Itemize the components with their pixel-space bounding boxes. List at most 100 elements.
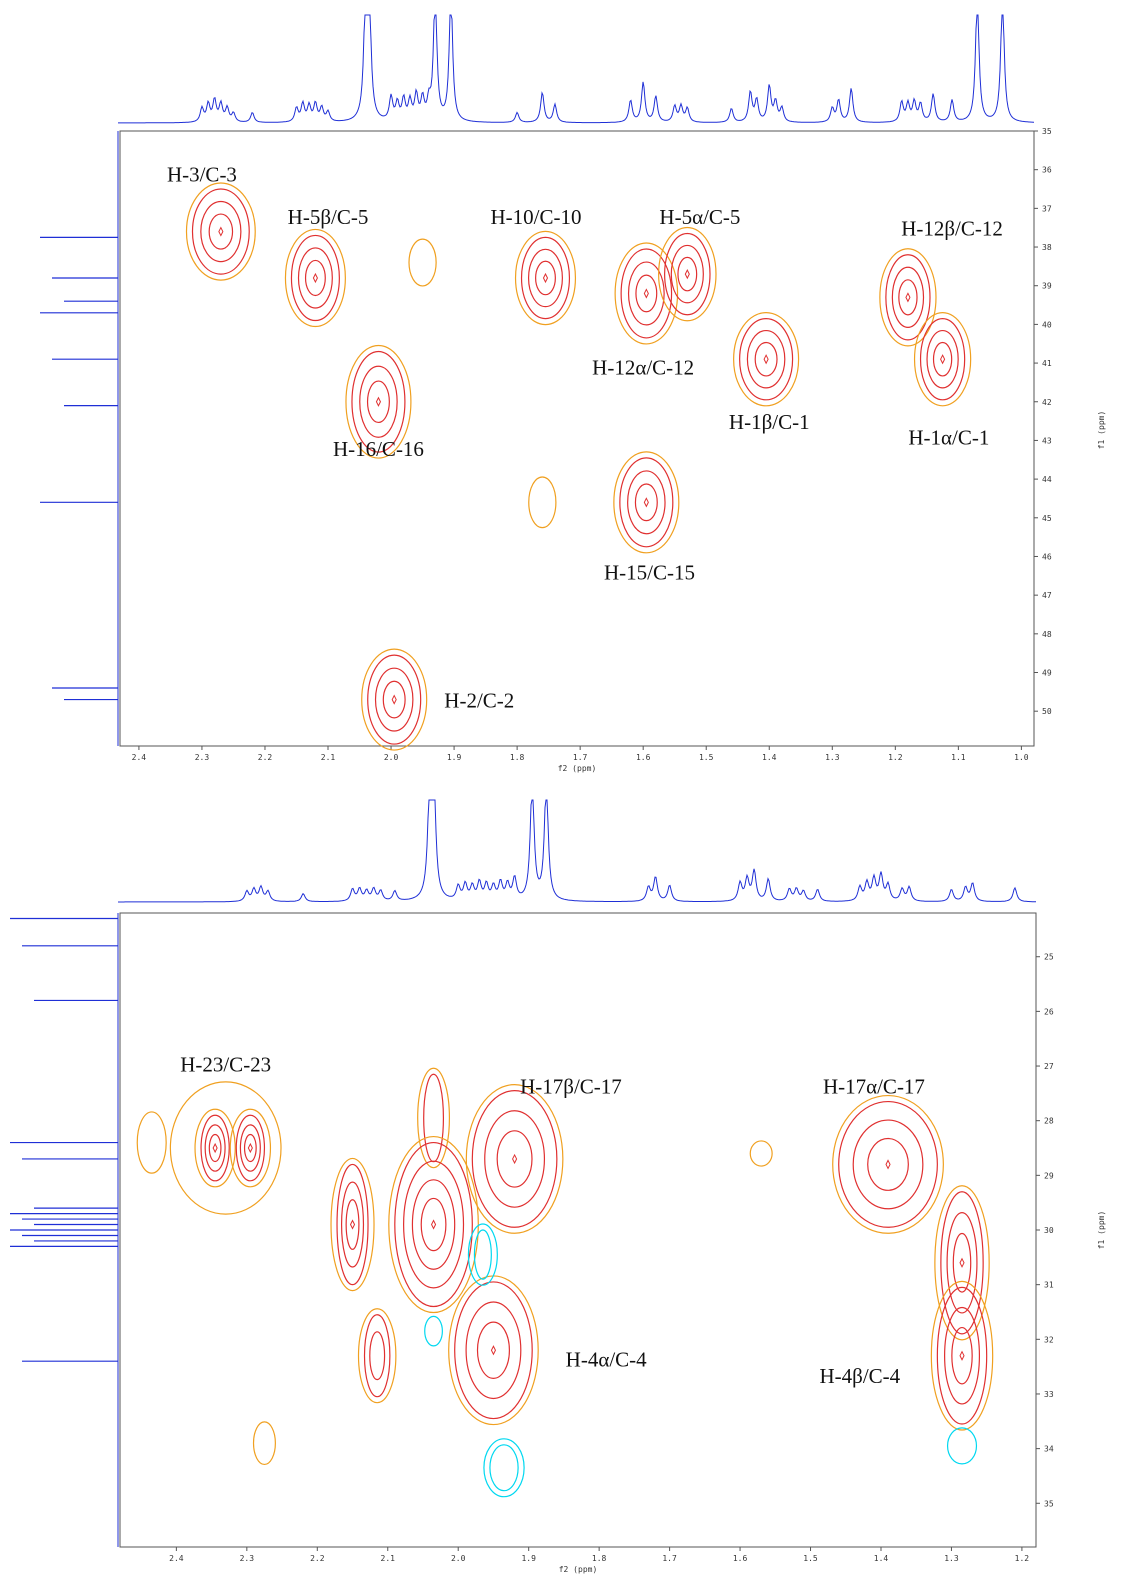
- x-tick-label: 1.7: [662, 1554, 677, 1563]
- peak-label: H-23/C-23: [180, 1053, 271, 1077]
- x-tick-label: 1.2: [1015, 1554, 1030, 1563]
- f2-projection-spectrum: [118, 14, 1034, 124]
- x-tick-label: 2.1: [381, 1554, 396, 1563]
- contour-peak: [284, 228, 346, 328]
- x-tick-label: 2.2: [258, 753, 273, 762]
- peak-label: H-10/C-10: [491, 205, 582, 229]
- y-tick-label: 42: [1042, 398, 1052, 407]
- contour-peak: [169, 1081, 282, 1215]
- y-tick-label: 37: [1042, 204, 1052, 213]
- peak-label: H-4α/C-4: [566, 1348, 647, 1372]
- y-tick-label: 35: [1042, 127, 1052, 136]
- contour-peak: [733, 311, 800, 407]
- x-tick-label: 1.5: [699, 753, 714, 762]
- contour-peak: [185, 182, 256, 281]
- y-tick-label: 43: [1042, 436, 1052, 445]
- x-tick-label: 2.0: [451, 1554, 466, 1563]
- contour-peak: [330, 1157, 375, 1292]
- hsqc-panel-top: 2.4 2.3 2.2 2.1 2.0 1.9 1.8 1.7 1.6 1.5 1.4 1.3 1.2 1…: [40, 14, 1106, 773]
- y-tick-label: 29: [1044, 1171, 1054, 1180]
- contour-peak: [194, 1108, 236, 1188]
- y-tick-label: 48: [1042, 630, 1052, 639]
- x-tick-label: 2.2: [310, 1554, 325, 1563]
- y-tick-label: 28: [1044, 1117, 1054, 1126]
- y-tick-label: 41: [1042, 359, 1052, 368]
- peak-label: H-17β/C-17: [520, 1074, 622, 1098]
- negative-contour-peak: [467, 1223, 498, 1286]
- x-axis-title: f2 (ppm): [558, 764, 597, 773]
- contour-peak: [136, 1111, 167, 1174]
- y-tick-label: 45: [1042, 514, 1052, 523]
- negative-contour-peak: [483, 1438, 525, 1498]
- peak-label: H-1α/C-1: [908, 425, 989, 449]
- contour-peak: [934, 1185, 990, 1341]
- y-tick-label: 31: [1044, 1281, 1054, 1290]
- contour-peak: [408, 238, 437, 287]
- x-tick-label: 1.8: [592, 1554, 607, 1563]
- x-tick-label: 1.6: [733, 1554, 748, 1563]
- y-axis-title: f1 (ppm): [1097, 411, 1106, 450]
- contour-peak: [252, 1421, 276, 1466]
- y-tick-label: 33: [1044, 1390, 1054, 1399]
- peak-label: H-5α/C-5: [659, 205, 740, 229]
- y-axis-title: f1 (ppm): [1097, 1211, 1106, 1250]
- y-tick-label: 30: [1044, 1226, 1054, 1235]
- x-tick-label: 2.0: [384, 753, 399, 762]
- hsqc-panel-bottom: 2.4 2.3 2.2 2.1 2.0 1.9 1.8 1.7 1.6 1.5 1.4 1.3 1.2 f…: [10, 799, 1106, 1574]
- peak-label: H-17α/C-17: [823, 1074, 925, 1098]
- peak-label: H-2/C-2: [444, 688, 514, 712]
- x-tick-label: 1.8: [510, 753, 525, 762]
- contour-peak: [229, 1108, 272, 1188]
- peak-label: H-15/C-15: [604, 561, 695, 585]
- peak-label: H-5β/C-5: [288, 205, 369, 229]
- y-tick-label: 47: [1042, 591, 1052, 600]
- y-tick-label: 50: [1042, 707, 1052, 716]
- x-axis-title: f2 (ppm): [559, 1565, 598, 1574]
- contour-peak: [388, 1135, 479, 1314]
- contour-peak: [913, 311, 972, 407]
- peak-label: H-16/C-16: [333, 437, 424, 461]
- f2-projection-spectrum: [118, 799, 1036, 903]
- x-tick-label: 2.3: [195, 753, 210, 762]
- negative-contour-peak: [946, 1427, 978, 1465]
- x-tick-label: 1.0: [1014, 753, 1029, 762]
- x-tick-label: 2.4: [132, 753, 147, 762]
- contour-peak: [345, 344, 412, 459]
- y-tick-label: 27: [1044, 1062, 1054, 1071]
- x-tick-label: 1.7: [573, 753, 588, 762]
- x-tick-label: 1.4: [762, 753, 777, 762]
- contour-peak: [361, 648, 428, 751]
- contour-peak: [749, 1140, 773, 1167]
- y-tick-label: 25: [1044, 953, 1054, 962]
- y-tick-label: 32: [1044, 1335, 1054, 1344]
- negative-contour-peak: [424, 1315, 443, 1347]
- x-tick-label: 2.1: [321, 753, 336, 762]
- x-tick-label: 1.9: [447, 753, 462, 762]
- contour-peak: [528, 476, 557, 529]
- contour-peak: [658, 226, 717, 322]
- y-tick-label: 49: [1042, 669, 1052, 678]
- peak-label: H-12α/C-12: [592, 356, 694, 380]
- x-tick-label: 1.1: [951, 753, 966, 762]
- x-tick-label: 2.4: [169, 1554, 184, 1563]
- y-tick-label: 35: [1044, 1499, 1054, 1508]
- peak-label: H-1β/C-1: [729, 410, 810, 434]
- y-tick-label: 36: [1042, 166, 1052, 175]
- y-tick-label: 34: [1044, 1445, 1054, 1454]
- contour-peak: [417, 1067, 451, 1169]
- x-tick-label: 1.6: [636, 753, 651, 762]
- peak-label: H-12β/C-12: [901, 216, 1003, 240]
- contour-peak: [614, 242, 679, 345]
- contour-peak: [879, 248, 937, 347]
- x-tick-label: 1.4: [874, 1554, 889, 1563]
- contour-peak: [514, 230, 577, 326]
- x-tick-label: 1.3: [825, 753, 840, 762]
- x-tick-label: 2.3: [240, 1554, 255, 1563]
- contour-peak: [357, 1308, 397, 1404]
- x-tick-label: 1.3: [944, 1554, 959, 1563]
- peak-label: H-4β/C-4: [820, 1364, 901, 1388]
- y-tick-label: 26: [1044, 1007, 1054, 1016]
- y-tick-label: 39: [1042, 282, 1052, 291]
- contour-peak: [448, 1275, 539, 1426]
